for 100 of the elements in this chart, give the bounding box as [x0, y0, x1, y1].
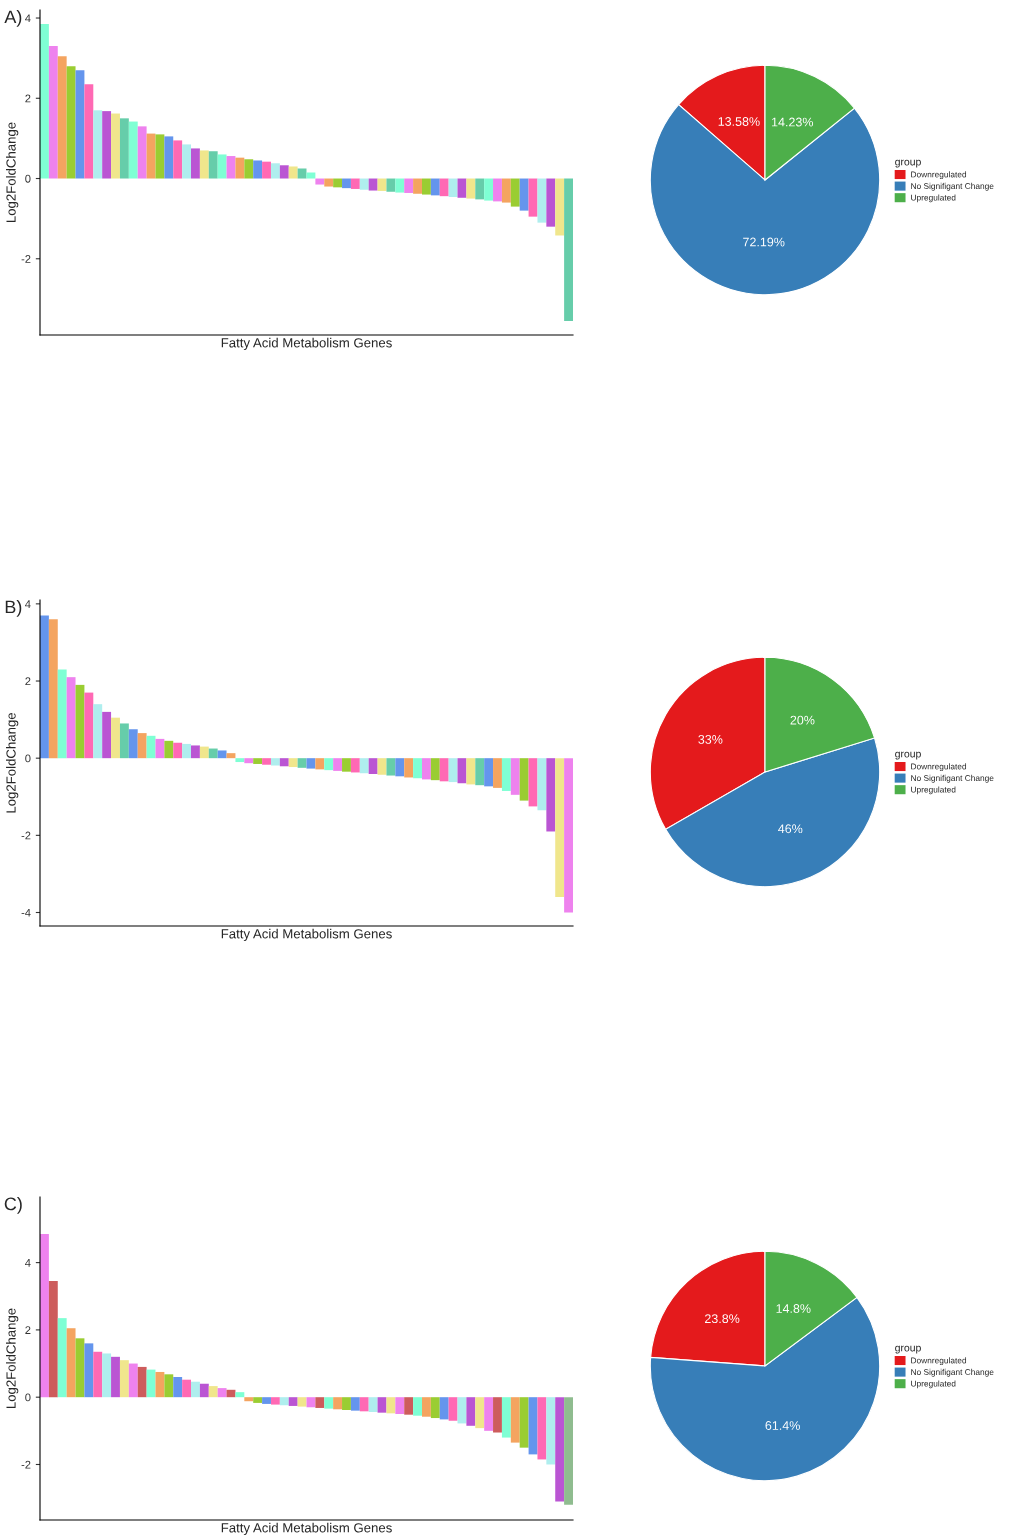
- bar: [413, 1397, 422, 1416]
- bar: [173, 140, 183, 179]
- bar: [448, 178, 458, 197]
- data-label: 20%: [790, 715, 815, 725]
- bar: [48, 619, 58, 759]
- legend-label: Upregulated: [911, 786, 956, 795]
- bar: [262, 1397, 271, 1404]
- bar: [111, 113, 120, 179]
- data-label: 13.58%: [718, 117, 760, 126]
- bar: [368, 1397, 378, 1412]
- legend-label: Downregulated: [911, 763, 967, 772]
- data-label: 61.4%: [765, 1421, 800, 1430]
- y-axis-title: Log2FoldChange: [6, 1308, 19, 1409]
- bar: [359, 758, 369, 774]
- bar: [377, 1397, 387, 1413]
- y-tick-label: 2: [25, 677, 31, 686]
- bar: [208, 1386, 218, 1398]
- bar: [119, 1360, 129, 1398]
- bar: [75, 684, 85, 759]
- bar: [501, 758, 511, 791]
- y-tick-label: 4: [25, 14, 31, 23]
- bar: [137, 126, 147, 179]
- bar: [191, 745, 200, 759]
- x-axis-title: Fatty Acid Metabolism Genes: [221, 337, 392, 351]
- bar: [279, 165, 289, 179]
- bar: [333, 178, 343, 188]
- bar: [430, 1397, 440, 1419]
- data-label: 23.8%: [705, 1314, 740, 1324]
- bar: [262, 758, 271, 765]
- y-tick-label: -2: [21, 831, 31, 840]
- bar: [466, 758, 476, 785]
- legend-label: Downregulated: [911, 1357, 967, 1366]
- data-label: 46%: [778, 824, 803, 834]
- bar: [510, 758, 520, 795]
- bar: [93, 704, 103, 759]
- bar: [75, 1338, 85, 1398]
- bar: [235, 157, 245, 179]
- bar: [315, 178, 325, 185]
- bar: [128, 121, 138, 179]
- bar: [102, 1353, 112, 1398]
- bar: [466, 178, 476, 199]
- bar: [493, 178, 502, 202]
- legend-title: group: [895, 1345, 921, 1354]
- bar: [333, 758, 343, 771]
- bar: [182, 144, 192, 179]
- bar: [484, 758, 494, 787]
- bar: [253, 160, 263, 179]
- bar: [395, 1397, 405, 1415]
- bar: [324, 1397, 334, 1409]
- bar: [475, 178, 485, 200]
- bar: [137, 733, 147, 759]
- bar: [404, 758, 414, 778]
- bar: [217, 1388, 227, 1398]
- bar: [173, 742, 183, 759]
- bar: [208, 151, 218, 179]
- bar: [501, 178, 511, 203]
- bar: [342, 178, 351, 189]
- y-tick-label: -4: [21, 908, 31, 917]
- bar: [288, 166, 298, 179]
- bar: [48, 46, 58, 179]
- bar: [564, 1397, 573, 1505]
- bar: [164, 136, 174, 179]
- bar: [528, 758, 538, 807]
- bar: [439, 178, 449, 197]
- bar: [288, 1397, 298, 1406]
- bar: [439, 1397, 449, 1420]
- y-tick-label: 4: [25, 600, 31, 608]
- bar: [270, 163, 280, 179]
- bar: [421, 178, 431, 195]
- x-axis-title: Fatty Acid Metabolism Genes: [221, 1522, 392, 1536]
- bar: [333, 1397, 343, 1410]
- bar: [421, 1397, 431, 1417]
- bar: [484, 1397, 494, 1431]
- bar: [102, 711, 112, 759]
- bar: [484, 178, 494, 201]
- bar: [40, 1234, 49, 1398]
- bar: [342, 1397, 351, 1410]
- legend-label: Upregulated: [911, 194, 956, 203]
- bar: [555, 1397, 565, 1502]
- y-tick-label: 4: [25, 1258, 31, 1267]
- bar: [368, 758, 378, 774]
- bar: [404, 1397, 414, 1415]
- bar: [493, 758, 502, 788]
- bar: [119, 118, 129, 179]
- legend-title: group: [895, 751, 921, 760]
- bar: [155, 738, 165, 759]
- bar: [182, 743, 192, 759]
- bar: [164, 1374, 174, 1398]
- bar: [253, 1397, 263, 1403]
- bar: [564, 178, 573, 321]
- bar: [297, 1397, 307, 1407]
- bar: [555, 758, 565, 898]
- bar: [324, 758, 334, 771]
- bar: [191, 1381, 200, 1398]
- bar: [519, 178, 529, 211]
- bar: [501, 1397, 511, 1438]
- data-label: 14.23%: [772, 117, 814, 127]
- bar: [306, 172, 316, 179]
- data-label: 14.8%: [776, 1304, 811, 1313]
- bar: [244, 159, 254, 179]
